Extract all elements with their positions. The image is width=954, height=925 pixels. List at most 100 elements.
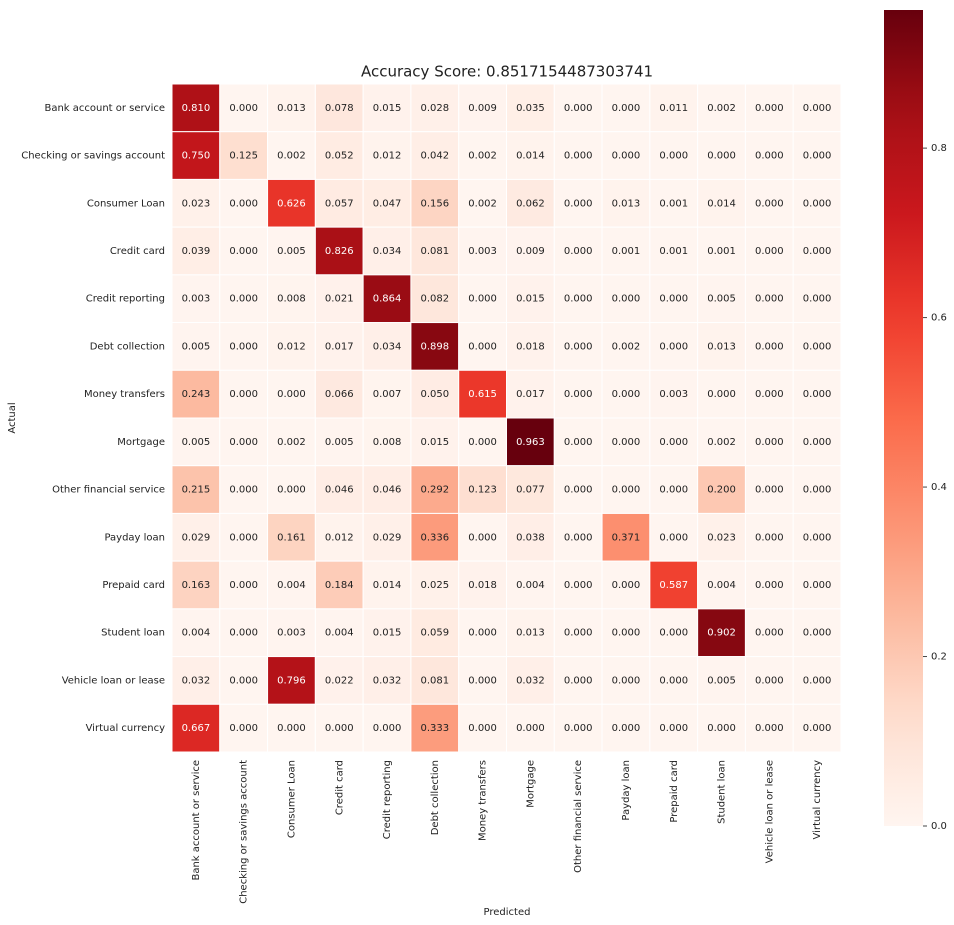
- cell-label: 0.005: [277, 246, 306, 257]
- cell-label: 0.032: [516, 675, 545, 686]
- heatmap-cell: [649, 656, 699, 705]
- cell-label: 0.003: [468, 246, 497, 257]
- heatmap-cell: [410, 465, 460, 514]
- heatmap-cell: [314, 703, 364, 753]
- cell-label: 0.004: [516, 580, 545, 591]
- heatmap-cell: [697, 322, 746, 371]
- heatmap-cell: [553, 512, 603, 562]
- heatmap-cell: [506, 178, 555, 228]
- cell-label: 0.082: [421, 294, 450, 305]
- cell-label: 0.012: [277, 341, 306, 352]
- cell-label: 0.028: [421, 103, 450, 114]
- y-axis-label: Actual: [7, 402, 18, 433]
- cell-label: 0.001: [612, 246, 641, 257]
- cell-label: 0.013: [612, 198, 641, 209]
- cell-label: 0.034: [373, 341, 402, 352]
- cell-label: 0.000: [659, 628, 688, 639]
- heatmap-cell: [649, 322, 699, 371]
- heatmap-cell: [697, 83, 746, 133]
- cell-label: 0.008: [277, 294, 306, 305]
- cell-label: 0.000: [803, 628, 832, 639]
- heatmap-cell: [792, 608, 842, 658]
- heatmap-cell: [219, 560, 269, 610]
- cell-label: 0.034: [373, 246, 402, 257]
- cell-label: 0.078: [325, 103, 354, 114]
- y-tick-label: Credit card: [110, 246, 165, 257]
- cell-label: 0.001: [659, 246, 688, 257]
- cell-label: 0.000: [612, 675, 641, 686]
- cell-label: 0.000: [468, 628, 497, 639]
- cell-label: 0.023: [707, 532, 736, 543]
- heatmap-cell: [649, 274, 699, 324]
- cell-label: 0.000: [803, 485, 832, 496]
- heatmap-cell: [314, 226, 364, 276]
- cell-label: 0.000: [755, 628, 784, 639]
- cell-label: 0.062: [516, 198, 545, 209]
- cell-label: 0.052: [325, 151, 354, 162]
- heatmap-cell: [458, 322, 508, 371]
- cell-label: 0.000: [564, 628, 593, 639]
- cell-label: 0.000: [612, 151, 641, 162]
- cell-label: 0.015: [516, 294, 545, 305]
- heatmap-cell: [649, 178, 699, 228]
- heatmap-cell: [171, 465, 221, 514]
- y-tick-label: Mortgage: [117, 437, 165, 448]
- cell-label: 0.000: [659, 485, 688, 496]
- heatmap-cell: [458, 465, 508, 514]
- cell-label: 0.000: [755, 485, 784, 496]
- heatmap-cell: [458, 560, 508, 610]
- cell-label: 0.004: [707, 580, 736, 591]
- cell-label: 0.000: [755, 389, 784, 400]
- heatmap-cell: [792, 83, 842, 133]
- cell-label: 0.292: [421, 485, 450, 496]
- y-tick-label: Debt collection: [90, 341, 165, 352]
- y-tick-label: Virtual currency: [86, 723, 166, 734]
- heatmap-cell: [267, 274, 316, 324]
- cell-label: 0.000: [612, 389, 641, 400]
- cell-label: 0.000: [229, 628, 258, 639]
- heatmap-cell: [410, 560, 460, 610]
- cell-label: 0.215: [182, 485, 211, 496]
- heatmap-cell: [792, 322, 842, 371]
- x-tick-label: Student loan: [717, 760, 728, 824]
- heatmap-cell: [362, 274, 412, 324]
- cell-label: 0.000: [277, 389, 306, 400]
- heatmap-cell: [362, 226, 412, 276]
- heatmap-cell: [506, 703, 555, 753]
- heatmap-cell: [649, 560, 699, 610]
- heatmap-cell: [171, 178, 221, 228]
- heatmap-cell: [171, 369, 221, 419]
- heatmap-cell: [171, 83, 221, 133]
- cell-label: 0.000: [612, 437, 641, 448]
- cell-label: 0.000: [229, 246, 258, 257]
- cell-label: 0.002: [277, 151, 306, 162]
- cell-label: 0.000: [564, 723, 593, 734]
- heatmap-cell: [697, 417, 746, 467]
- heatmap-cell: [362, 369, 412, 419]
- cell-label: 0.000: [564, 675, 593, 686]
- cell-label: 0.015: [373, 103, 402, 114]
- x-tick-label: Checking or savings account: [239, 760, 250, 904]
- cell-label: 0.012: [373, 151, 402, 162]
- heatmap-cell: [362, 560, 412, 610]
- cell-label: 0.002: [468, 198, 497, 209]
- heatmap-cell: [792, 417, 842, 467]
- heatmap-cell: [267, 131, 316, 180]
- heatmap-cell: [792, 369, 842, 419]
- cell-label: 0.015: [373, 628, 402, 639]
- cell-label: 0.336: [421, 532, 450, 543]
- cell-label: 0.000: [612, 723, 641, 734]
- cell-label: 0.021: [325, 294, 354, 305]
- heatmap-cell: [792, 226, 842, 276]
- heatmap-cell: [697, 226, 746, 276]
- x-tick-label: Bank account or service: [191, 760, 202, 881]
- cell-label: 0.243: [182, 389, 211, 400]
- y-tick-label: Other financial service: [52, 485, 165, 496]
- cell-label: 0.125: [229, 151, 258, 162]
- cell-label: 0.004: [182, 628, 211, 639]
- cell-label: 0.000: [564, 103, 593, 114]
- colorbar-tick-label: 0.4: [931, 482, 947, 493]
- cell-label: 0.002: [277, 437, 306, 448]
- heatmap-cell: [744, 512, 794, 562]
